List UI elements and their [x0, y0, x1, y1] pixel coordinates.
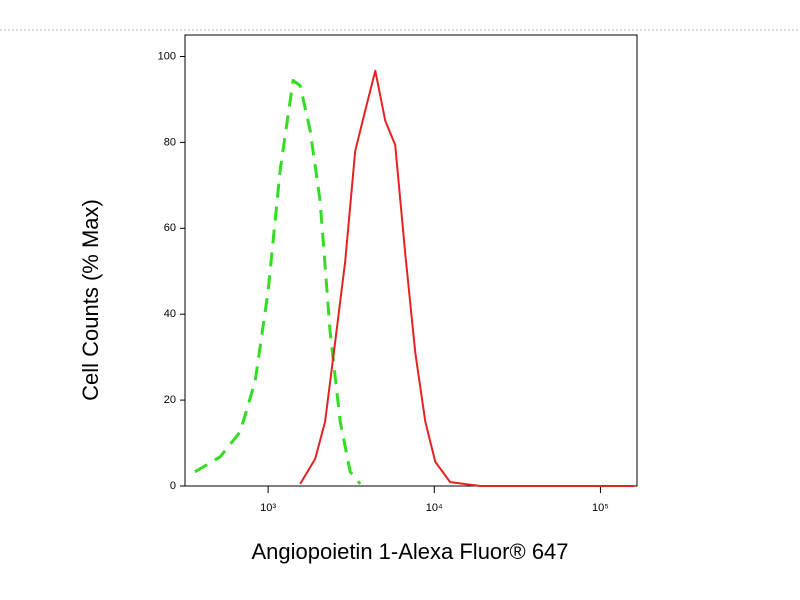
y-tick-label: 20: [164, 394, 176, 406]
y-axis-label: Cell Counts (% Max): [78, 199, 103, 401]
y-tick-label: 60: [164, 222, 176, 234]
x-axis-label: Angiopoietin 1-Alexa Fluor® 647: [251, 539, 568, 564]
plot-frame: [184, 34, 638, 487]
y-tick-label: 80: [164, 136, 176, 148]
y-tick-label: 100: [158, 50, 176, 62]
x-tick-label: 10⁵: [592, 502, 609, 514]
series-line: [194, 79, 362, 485]
series-line: [299, 69, 635, 487]
y-tick-label: 40: [164, 308, 176, 320]
x-tick-label: 10⁴: [426, 502, 443, 514]
y-tick-label: 0: [170, 480, 176, 492]
x-tick-label: 10³: [260, 502, 276, 514]
